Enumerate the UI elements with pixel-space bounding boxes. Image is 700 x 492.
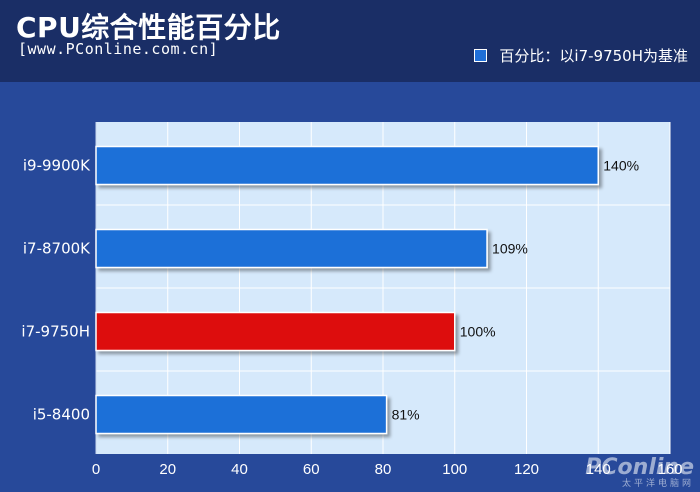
data-label: 100% <box>460 324 496 340</box>
x-tick-label: 100 <box>442 461 467 478</box>
watermark-logo: PConline <box>585 455 694 480</box>
x-tick-label: 20 <box>159 461 176 478</box>
bar <box>95 311 456 352</box>
data-label: 81% <box>392 407 420 423</box>
chart-subtitle: [www.PConline.com.cn] <box>18 40 219 58</box>
legend: 百分比：以i7-9750H为基准 <box>474 45 688 66</box>
legend-swatch <box>474 49 488 62</box>
data-label: 140% <box>603 158 639 174</box>
data-label: 109% <box>492 241 528 257</box>
bar <box>95 228 488 269</box>
x-tick-label: 80 <box>375 461 392 478</box>
x-tick-label: 0 <box>92 461 100 478</box>
category-label: i7-8700K <box>23 240 91 258</box>
watermark-subtext: 太平洋电脑网 <box>621 479 694 489</box>
x-tick-label: 160 <box>657 461 682 478</box>
bar <box>95 145 599 186</box>
chart-header: CPU综合性能百分比 [www.PConline.com.cn] 百分比：以i7… <box>0 0 700 82</box>
x-tick-label: 40 <box>231 461 248 478</box>
x-tick-label: 140 <box>586 461 611 478</box>
category-label: i5-8400 <box>33 406 90 424</box>
chart-title: CPU综合性能百分比 <box>16 11 281 44</box>
bar <box>95 394 388 435</box>
category-label: i7-9750H <box>21 323 90 341</box>
legend-label: 百分比：以i7-9750H为基准 <box>499 47 688 65</box>
x-tick-label: 60 <box>303 461 320 478</box>
watermark: PConline 太平洋电脑网 <box>585 457 694 490</box>
x-tick-label: 120 <box>514 461 539 478</box>
category-label: i9-9900K <box>23 157 91 175</box>
